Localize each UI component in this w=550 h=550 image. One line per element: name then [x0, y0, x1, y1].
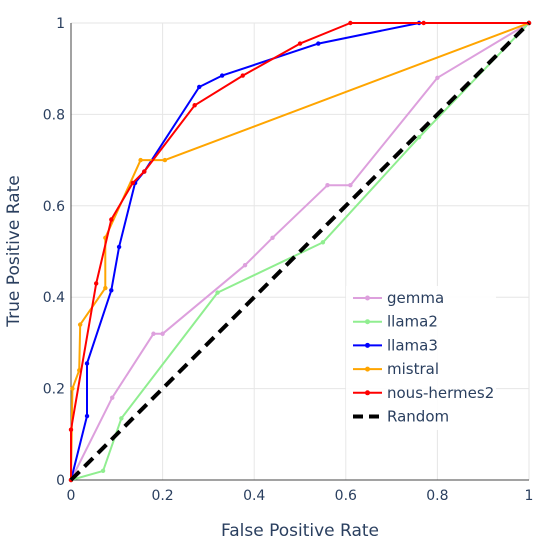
data-point-gemma — [270, 235, 275, 240]
data-point-llama2 — [416, 135, 422, 140]
data-point-mistral — [162, 157, 168, 163]
legend-item-random[interactable]: Random — [353, 408, 449, 426]
legend-marker-gemma — [365, 295, 370, 301]
x-tick-label: 1 — [525, 488, 534, 504]
data-point-llama3 — [197, 84, 202, 90]
data-point-nous-hermes2 — [240, 73, 245, 78]
data-point-llama2 — [320, 240, 326, 245]
data-point-mistral — [103, 285, 108, 291]
data-point-llama3 — [316, 41, 321, 46]
data-point-llama2 — [119, 416, 124, 421]
legend-label-mistral: mistral — [387, 360, 439, 378]
data-point-gemma — [435, 75, 440, 81]
data-point-gemma — [110, 395, 115, 400]
data-point-gemma — [160, 331, 165, 336]
data-point-llama3 — [116, 244, 122, 250]
legend-item-nous-hermes2[interactable]: nous-hermes2 — [353, 384, 494, 402]
tick-labels: 0 0.2 0.4 0.6 0.8 1 0 0.2 0.4 0.6 0.8 1 — [43, 16, 534, 504]
legend-label-llama3: llama3 — [387, 336, 438, 354]
y-tick-label: 0 — [56, 473, 65, 489]
data-point-nous-hermes2 — [297, 41, 303, 46]
y-tick-label: 0.2 — [43, 382, 65, 398]
series-layer — [68, 20, 532, 483]
x-tick-label: 0.6 — [335, 488, 357, 504]
series-line-random — [69, 21, 531, 482]
x-axis-title: False Positive Rate — [221, 521, 379, 541]
data-point-gemma — [151, 331, 156, 336]
data-point-nous-hermes2 — [348, 20, 353, 26]
legend-marker-mistral — [365, 366, 370, 372]
y-tick-label: 1 — [56, 16, 65, 32]
legend-label-gemma: gemma — [387, 289, 444, 307]
data-point-gemma — [348, 183, 353, 188]
x-tick-label: 0.4 — [243, 488, 265, 504]
data-point-mistral — [138, 157, 143, 163]
legend-item-mistral[interactable]: mistral — [353, 360, 439, 378]
data-point-nous-hermes2 — [192, 103, 197, 108]
series-line-gemma — [70, 22, 530, 481]
legend-marker-nous-hermes2 — [365, 390, 370, 396]
y-axis-title: True Positive Rate — [4, 175, 24, 327]
data-point-gemma — [242, 263, 248, 268]
data-point-llama3 — [84, 413, 90, 419]
grid — [70, 22, 530, 481]
legend-item-llama2[interactable]: llama2 — [353, 313, 438, 331]
x-tick-label: 0.8 — [426, 488, 448, 504]
data-point-nous-hermes2 — [93, 281, 99, 286]
data-point-llama2 — [100, 468, 106, 474]
legend-label-random: Random — [387, 408, 449, 426]
series-nous-hermes2 — [68, 20, 532, 483]
data-point-nous-hermes2 — [109, 217, 114, 222]
legend-item-llama3[interactable]: llama3 — [353, 336, 438, 354]
series-mistral — [68, 20, 532, 483]
legend-background — [346, 286, 496, 430]
data-point-mistral — [77, 322, 83, 327]
data-point-llama3 — [109, 288, 114, 293]
series-random — [69, 21, 531, 482]
series-line-nous-hermes2 — [70, 22, 529, 480]
legend: gemma llama2 llama3 mistral nous-hermes2 Rand… — [346, 286, 496, 430]
data-point-nous-hermes2 — [142, 169, 147, 174]
legend-label-nous-hermes2: nous-hermes2 — [387, 384, 494, 402]
data-point-nous-hermes2 — [68, 427, 74, 432]
legend-marker-llama2 — [365, 319, 370, 325]
legend-item-gemma[interactable]: gemma — [353, 289, 444, 307]
data-point-mistral — [70, 386, 75, 391]
y-tick-label: 0.8 — [43, 107, 65, 123]
data-point-nous-hermes2 — [421, 20, 426, 26]
data-point-nous-hermes2 — [130, 180, 136, 186]
x-tick-label: 0.2 — [151, 488, 173, 504]
y-tick-label: 0.4 — [43, 290, 65, 306]
data-point-llama3 — [219, 73, 225, 78]
y-tick-label: 0.6 — [43, 199, 65, 215]
legend-marker-llama3 — [365, 342, 370, 348]
data-point-llama2 — [215, 290, 220, 295]
legend-label-llama2: llama2 — [387, 313, 438, 331]
data-point-llama3 — [84, 361, 90, 366]
x-tick-label: 0 — [67, 488, 76, 504]
data-point-gemma — [325, 183, 330, 188]
